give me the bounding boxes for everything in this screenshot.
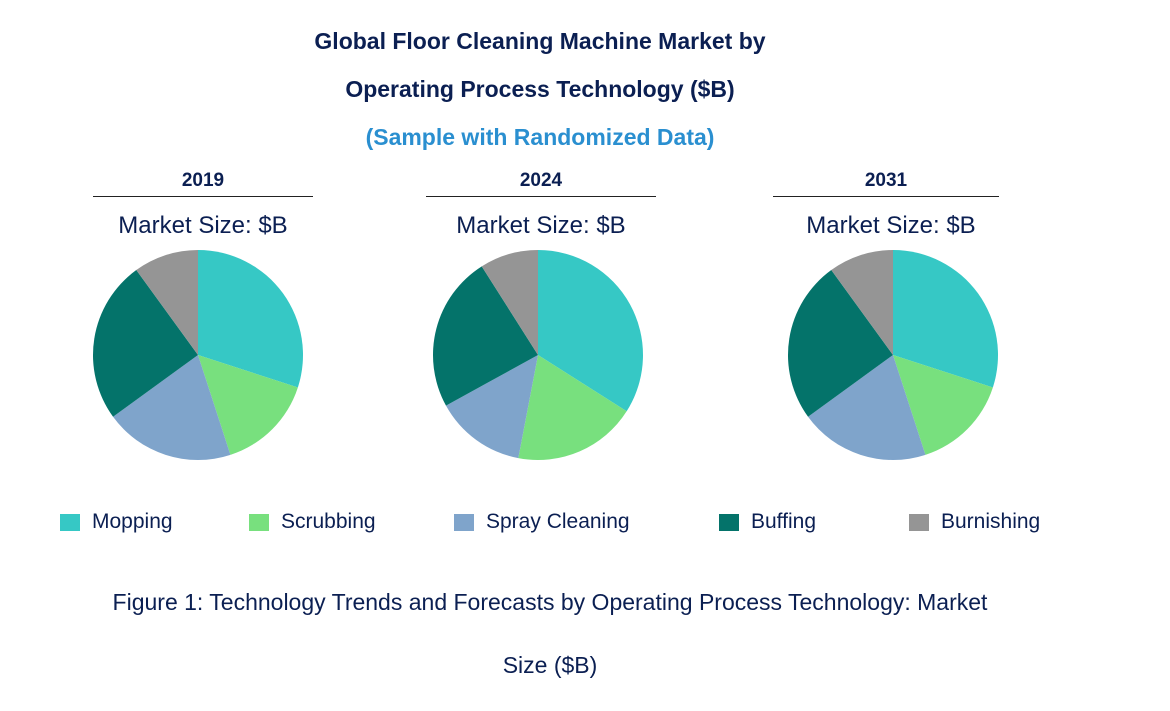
figure-caption-line1: Figure 1: Technology Trends and Forecast… [112, 589, 988, 615]
legend-swatch-mopping [60, 513, 80, 531]
pie-slice-2031-spray-cleaning [808, 355, 926, 460]
legend-item-scrubbing: Scrubbing [249, 510, 376, 534]
legend-swatch-buffing [719, 513, 739, 531]
chart-title-line2: Operating Process Technology ($B) [345, 76, 735, 102]
pie-slice-2019-scrubbing [198, 355, 298, 455]
market-size-label-2019: Market Size: $B [118, 212, 288, 239]
legend-label-buffing: Buffing [751, 510, 816, 533]
pie-slice-2031-mopping [893, 250, 999, 388]
chart-subtitle: (Sample with Randomized Data) [365, 124, 715, 150]
pie-slice-2031-scrubbing [893, 355, 993, 455]
market-size-label-2031: Market Size: $B [806, 212, 976, 239]
pie-slice-2019-spray-cleaning [113, 355, 231, 460]
pie-slice-2031-buffing [788, 270, 893, 417]
year-label-2031: 2031 [773, 170, 999, 197]
pie-slice-2031-burnishing [831, 250, 893, 355]
pie-slice-2024-burnishing [481, 250, 538, 355]
legend-item-spray-cleaning: Spray Cleaning [454, 510, 630, 534]
legend-label-mopping: Mopping [92, 510, 173, 533]
year-label-2024: 2024 [426, 170, 656, 197]
figure-caption-line2: Size ($B) [502, 652, 598, 678]
pie-slice-2024-spray-cleaning [445, 355, 538, 459]
pie-slice-2019-burnishing [136, 250, 198, 355]
legend-label-scrubbing: Scrubbing [281, 510, 376, 533]
pie-slice-2019-buffing [93, 270, 198, 417]
legend-item-mopping: Mopping [60, 510, 173, 534]
legend-item-buffing: Buffing [719, 510, 816, 534]
pie-slice-2024-scrubbing [518, 355, 627, 460]
year-label-2019: 2019 [93, 170, 313, 197]
legend-label-spray-cleaning: Spray Cleaning [486, 510, 630, 533]
market-size-label-2024: Market Size: $B [456, 212, 626, 239]
chart-title-line1: Global Floor Cleaning Machine Market by [314, 28, 766, 54]
pie-slice-2024-buffing [432, 266, 538, 406]
legend-item-burnishing: Burnishing [909, 510, 1040, 534]
legend-swatch-burnishing [909, 513, 929, 531]
legend-swatch-spray-cleaning [454, 513, 474, 531]
legend-label-burnishing: Burnishing [941, 510, 1041, 533]
pie-slice-2024-mopping [538, 250, 644, 412]
pie-slice-2019-mopping [198, 250, 303, 388]
legend-swatch-scrubbing [249, 513, 269, 531]
